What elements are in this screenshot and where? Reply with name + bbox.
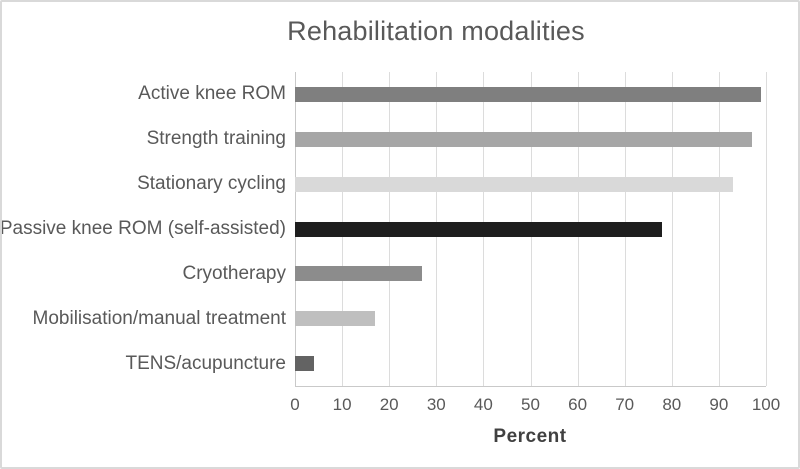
category-label: Strength training — [146, 128, 286, 150]
plot-area: Active knee ROM Strength training Stationa… — [2, 72, 767, 387]
gridline — [671, 72, 673, 386]
gridline — [718, 72, 720, 386]
bar-row: TENS/acupuncture — [125, 341, 766, 386]
x-tick-label: 60 — [568, 395, 588, 414]
bar-row: Passive knee ROM (self-assisted) — [2, 207, 766, 252]
bar — [295, 131, 752, 147]
chart-title: Rehabilitation modalities — [287, 16, 585, 46]
category-label: Mobilisation/manual treatment — [32, 307, 286, 329]
x-tick-label: 50 — [521, 395, 540, 414]
category-label: Active knee ROM — [138, 83, 286, 105]
bar-row: Mobilisation/manual treatment — [33, 296, 766, 341]
category-label: Stationary cycling — [137, 173, 286, 195]
bar — [295, 266, 423, 282]
bar-row: Strength training — [147, 117, 766, 162]
bar — [295, 176, 734, 192]
bar-row: Stationary cycling — [137, 162, 766, 207]
x-tick-label: 70 — [615, 395, 635, 414]
bars-layer: Active knee ROM Strength training Stationa… — [2, 72, 766, 386]
category-label: TENS/acupuncture — [125, 352, 286, 374]
x-tick-label: 40 — [473, 395, 493, 414]
bar-row: Active knee ROM — [138, 72, 766, 117]
x-tick-label: 90 — [709, 395, 729, 414]
gridline — [766, 72, 767, 386]
category-label: Cryotherapy — [182, 262, 287, 284]
x-tick-label: 80 — [662, 395, 682, 414]
bar — [295, 86, 762, 102]
category-label: Passive knee ROM (self-assisted) — [0, 218, 286, 239]
x-axis-line — [295, 386, 766, 387]
x-tick-label: 20 — [379, 395, 399, 414]
bar — [295, 221, 663, 237]
x-tick-label: 0 — [290, 395, 300, 414]
bar — [295, 311, 376, 327]
x-axis-title: Percent — [493, 426, 567, 447]
x-tick-label: 10 — [332, 395, 352, 414]
x-tick-label: 30 — [426, 395, 446, 414]
bar — [295, 356, 314, 372]
bar-row: Cryotherapy — [183, 251, 766, 296]
x-tick-label: 100 — [751, 395, 781, 414]
